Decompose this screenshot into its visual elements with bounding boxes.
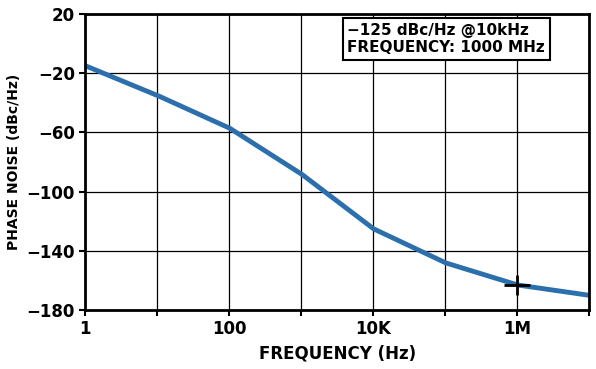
Y-axis label: PHASE NOISE (dBc/Hz): PHASE NOISE (dBc/Hz)	[7, 74, 21, 250]
Text: −125 dBc/Hz @10kHz
FREQUENCY: 1000 MHz: −125 dBc/Hz @10kHz FREQUENCY: 1000 MHz	[347, 23, 545, 55]
X-axis label: FREQUENCY (Hz): FREQUENCY (Hz)	[259, 344, 416, 362]
